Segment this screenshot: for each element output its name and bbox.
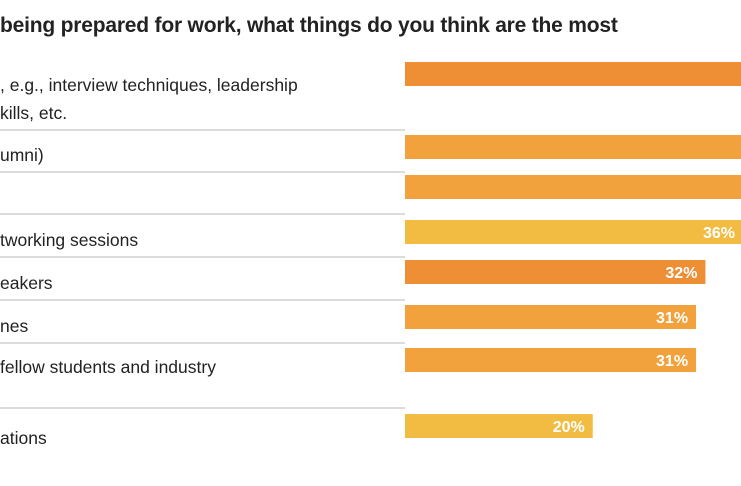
bar-0 — [405, 62, 741, 86]
category-label-3: tworking sessions — [0, 230, 138, 250]
category-label-5: nes — [0, 316, 28, 336]
value-label-5: 31% — [656, 310, 688, 327]
chart-title: being prepared for work, what things do … — [0, 14, 618, 37]
value-label-7: 20% — [553, 419, 585, 436]
bar-2 — [405, 175, 741, 199]
bar-3 — [405, 220, 741, 244]
category-label-7: ations — [0, 428, 47, 448]
category-label-4: eakers — [0, 273, 53, 293]
value-label-4: 32% — [665, 265, 697, 282]
category-label-0: , e.g., interview techniques, leadership — [0, 75, 298, 95]
bar-5 — [405, 305, 697, 329]
bar-1 — [405, 135, 741, 159]
category-label-1: umni) — [0, 145, 44, 165]
bar-4 — [405, 260, 706, 284]
bar-6 — [405, 348, 697, 372]
category-label-6: fellow students and industry — [0, 357, 216, 377]
value-label-6: 31% — [656, 353, 688, 370]
bar-7 — [405, 414, 593, 438]
value-label-3: 36% — [703, 225, 735, 242]
category-label-0-line-1: kills, etc. — [0, 103, 67, 123]
